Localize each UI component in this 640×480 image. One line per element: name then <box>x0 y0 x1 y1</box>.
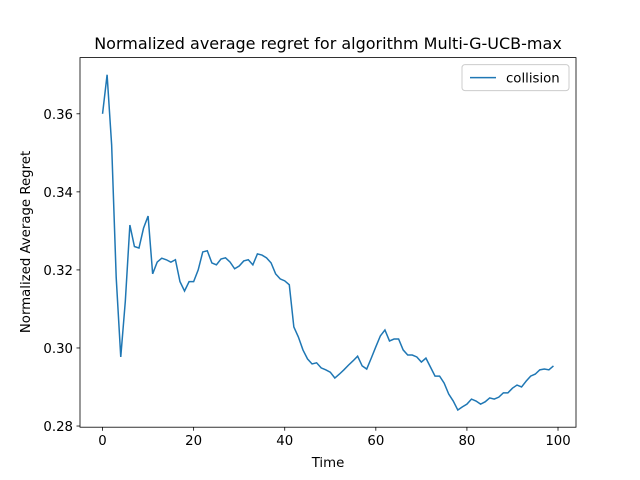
y-tick-label: 0.28 <box>43 420 73 435</box>
x-tick-label: 100 <box>545 434 570 449</box>
legend-box <box>461 64 570 92</box>
y-tick-label: 0.30 <box>43 342 73 357</box>
x-tick-label: 40 <box>276 434 293 449</box>
x-tick-label: 80 <box>458 434 475 449</box>
y-tick-label: 0.34 <box>43 186 73 201</box>
y-tick-label: 0.32 <box>43 264 73 279</box>
legend-label: collision <box>506 72 560 87</box>
x-tick-label: 20 <box>185 434 202 449</box>
x-tick-label: 0 <box>98 434 106 449</box>
y-axis-label: Normalized Average Regret <box>19 151 34 333</box>
x-tick-label: 60 <box>367 434 384 449</box>
plot-frame <box>79 57 577 428</box>
y-tick-label: 0.36 <box>43 108 73 123</box>
x-axis-label: Time <box>311 456 345 471</box>
chart-title: Normalized average regret for algorithm … <box>94 34 562 53</box>
data-line <box>101 74 554 412</box>
